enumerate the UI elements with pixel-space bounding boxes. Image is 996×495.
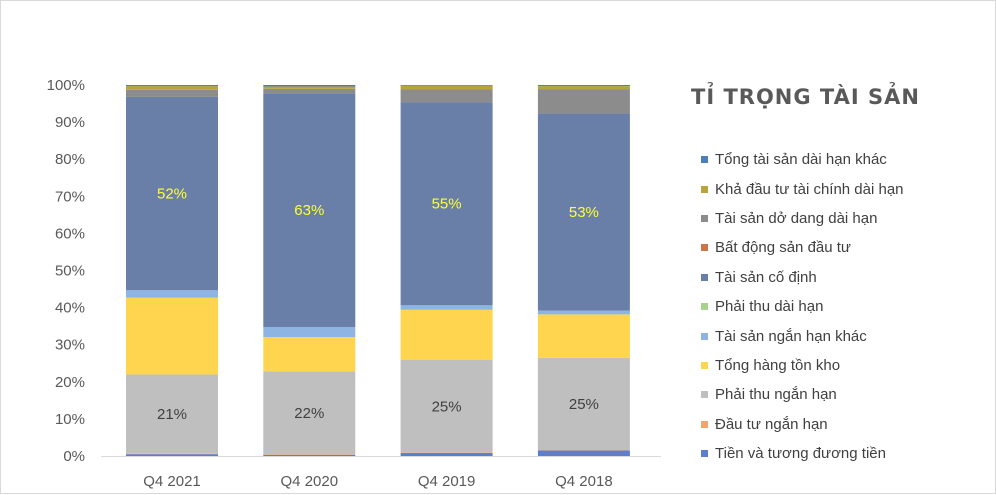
- legend: TỈ TRỌNG TÀI SẢN Tổng tài sản dài hạn kh…: [687, 85, 987, 468]
- legend-item: Tài sản ngắn hạn khác: [687, 321, 987, 350]
- bar-segment: [263, 86, 355, 88]
- bar-segment: [263, 337, 355, 371]
- legend-swatch: [701, 186, 708, 193]
- legend-item: Đầu tư ngắn hạn: [687, 410, 987, 439]
- legend-items: Tổng tài sản dài hạn khác Khả đầu tư tài …: [687, 145, 987, 468]
- legend-item: Phải thu ngắn hạn: [687, 380, 987, 409]
- bar-segment: [126, 85, 218, 86]
- legend-label: Tài sản dở dang dài hạn: [715, 210, 877, 227]
- legend-label: Tài sản ngắn hạn khác: [715, 328, 867, 345]
- legend-swatch: [701, 244, 708, 251]
- legend-item: Tài sản cố định: [687, 263, 987, 292]
- legend-swatch: [701, 215, 708, 222]
- bar-segment: [263, 89, 355, 93]
- x-tick-label: Q4 2019: [418, 473, 476, 490]
- legend-item: Tiền và tương đương tiền: [687, 439, 987, 468]
- y-tick-label: 70%: [55, 188, 85, 205]
- legend-label: Tổng hàng tồn kho: [715, 357, 840, 374]
- bar-segment: [401, 89, 493, 102]
- x-tick-label: Q4 2020: [281, 473, 339, 490]
- y-tick-label: 80%: [55, 151, 85, 168]
- legend-label: Tổng tài sản dài hạn khác: [715, 151, 887, 168]
- bar-segment: [401, 453, 493, 456]
- legend-item: Tổng hàng tồn kho: [687, 351, 987, 380]
- legend-swatch: [701, 333, 708, 340]
- data-label: 55%: [432, 196, 462, 213]
- legend-swatch: [701, 450, 708, 457]
- bar-segment: [126, 290, 218, 297]
- bar-segment: [126, 298, 218, 375]
- bar-segment: [126, 454, 218, 456]
- bar-segment: [263, 455, 355, 456]
- legend-label: Tài sản cố định: [715, 269, 817, 286]
- legend-item: Tổng tài sản dài hạn khác: [687, 145, 987, 174]
- legend-item: Tài sản dở dang dài hạn: [687, 204, 987, 233]
- legend-label: Đầu tư ngắn hạn: [715, 416, 828, 433]
- data-label: 21%: [157, 406, 187, 423]
- bar-segment: [538, 311, 630, 315]
- y-tick-label: 60%: [55, 225, 85, 242]
- bar-segment: [538, 314, 630, 357]
- legend-swatch: [701, 421, 708, 428]
- data-label: 25%: [569, 396, 599, 413]
- legend-label: Phải thu ngắn hạn: [715, 386, 837, 403]
- y-tick-label: 90%: [55, 114, 85, 131]
- x-tick-label: Q4 2021: [143, 473, 201, 490]
- x-tick-label: Q4 2018: [555, 473, 613, 490]
- legend-item: Bất động sản đầu tư: [687, 233, 987, 262]
- legend-label: Khả đầu tư tài chính dài hạn: [715, 181, 904, 198]
- bar-segment: [538, 450, 630, 456]
- legend-label: Tiền và tương đương tiền: [715, 445, 886, 462]
- y-tick-label: 100%: [47, 77, 85, 94]
- bar-segment: [263, 327, 355, 337]
- bar-segment: [401, 86, 493, 90]
- bar-segment: [401, 305, 493, 309]
- data-label: 52%: [157, 186, 187, 203]
- y-tick-label: 50%: [55, 263, 85, 280]
- bar-segment: [538, 86, 630, 89]
- y-tick-label: 40%: [55, 300, 85, 317]
- legend-swatch: [701, 156, 708, 163]
- y-tick-label: 20%: [55, 374, 85, 391]
- legend-swatch: [701, 274, 708, 281]
- bar-segment: [538, 89, 630, 113]
- bar-segment: [401, 310, 493, 360]
- legend-swatch: [701, 362, 708, 369]
- legend-swatch: [701, 391, 708, 398]
- y-tick-label: 0%: [63, 448, 85, 465]
- data-label: 22%: [294, 405, 324, 422]
- bar-segment: [126, 86, 218, 90]
- chart-title: TỈ TRỌNG TÀI SẢN: [691, 85, 987, 115]
- bar-segment: [401, 85, 493, 86]
- bar-segment: [538, 85, 630, 86]
- legend-label: Bất động sản đầu tư: [715, 239, 851, 256]
- bar-segment: [263, 85, 355, 86]
- y-tick-label: 30%: [55, 337, 85, 354]
- data-label: 63%: [294, 202, 324, 219]
- y-tick-label: 10%: [55, 411, 85, 428]
- data-label: 25%: [432, 398, 462, 415]
- legend-label: Phải thu dài hạn: [715, 298, 823, 315]
- legend-item: Khả đầu tư tài chính dài hạn: [687, 174, 987, 203]
- bar-segment: [126, 90, 218, 97]
- legend-swatch: [701, 303, 708, 310]
- legend-item: Phải thu dài hạn: [687, 292, 987, 321]
- data-label: 53%: [569, 204, 599, 221]
